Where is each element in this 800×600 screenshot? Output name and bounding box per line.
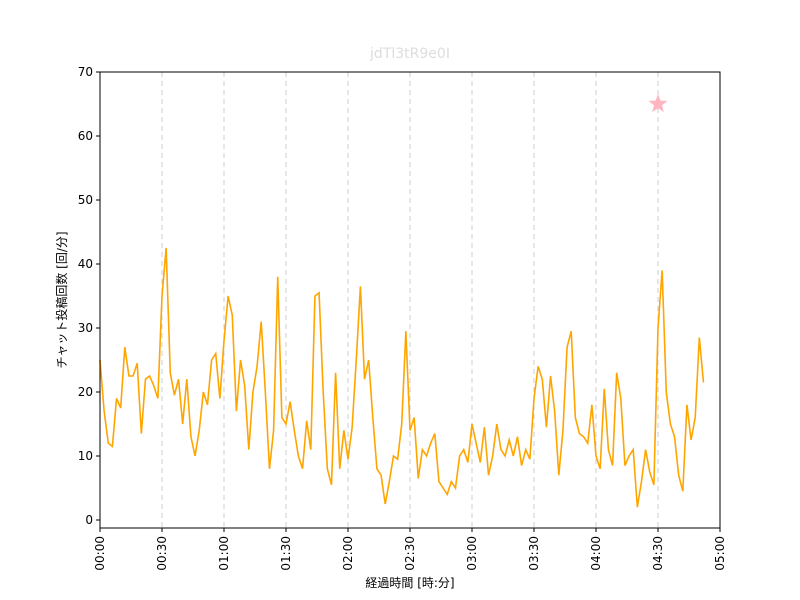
x-tick-label: 05:00 bbox=[713, 536, 727, 571]
x-tick-label: 04:00 bbox=[589, 536, 603, 571]
x-tick-label: 01:30 bbox=[279, 536, 293, 571]
y-tick-label: 40 bbox=[78, 257, 93, 271]
y-tick-label: 10 bbox=[78, 449, 93, 463]
plot-frame bbox=[99, 71, 721, 529]
data-line bbox=[99, 247, 705, 508]
x-tick-label: 02:00 bbox=[341, 536, 355, 571]
x-axis-label: 経過時間 [時:分] bbox=[365, 576, 454, 590]
y-axis-label: チャット投稿回数 [回/分] bbox=[54, 231, 69, 368]
x-tick-label: 03:30 bbox=[527, 536, 541, 571]
x-tick-label: 04:30 bbox=[651, 536, 665, 571]
x-tick-label: 02:30 bbox=[403, 536, 417, 571]
x-tick-label: 03:00 bbox=[465, 536, 479, 571]
x-tick-label: 01:00 bbox=[217, 536, 231, 571]
y-tick-label: 60 bbox=[78, 129, 93, 143]
x-tick-label: 00:30 bbox=[155, 536, 169, 571]
star-marker bbox=[648, 94, 668, 113]
y-tick-label: 50 bbox=[78, 193, 93, 207]
y-tick-label: 0 bbox=[85, 513, 93, 527]
x-tick-label: 00:00 bbox=[93, 536, 107, 571]
y-tick-label: 20 bbox=[78, 385, 93, 399]
y-tick-label: 30 bbox=[78, 321, 93, 335]
y-tick-label: 70 bbox=[78, 65, 93, 79]
chart-title: jdTl3tR9e0I bbox=[369, 46, 450, 62]
